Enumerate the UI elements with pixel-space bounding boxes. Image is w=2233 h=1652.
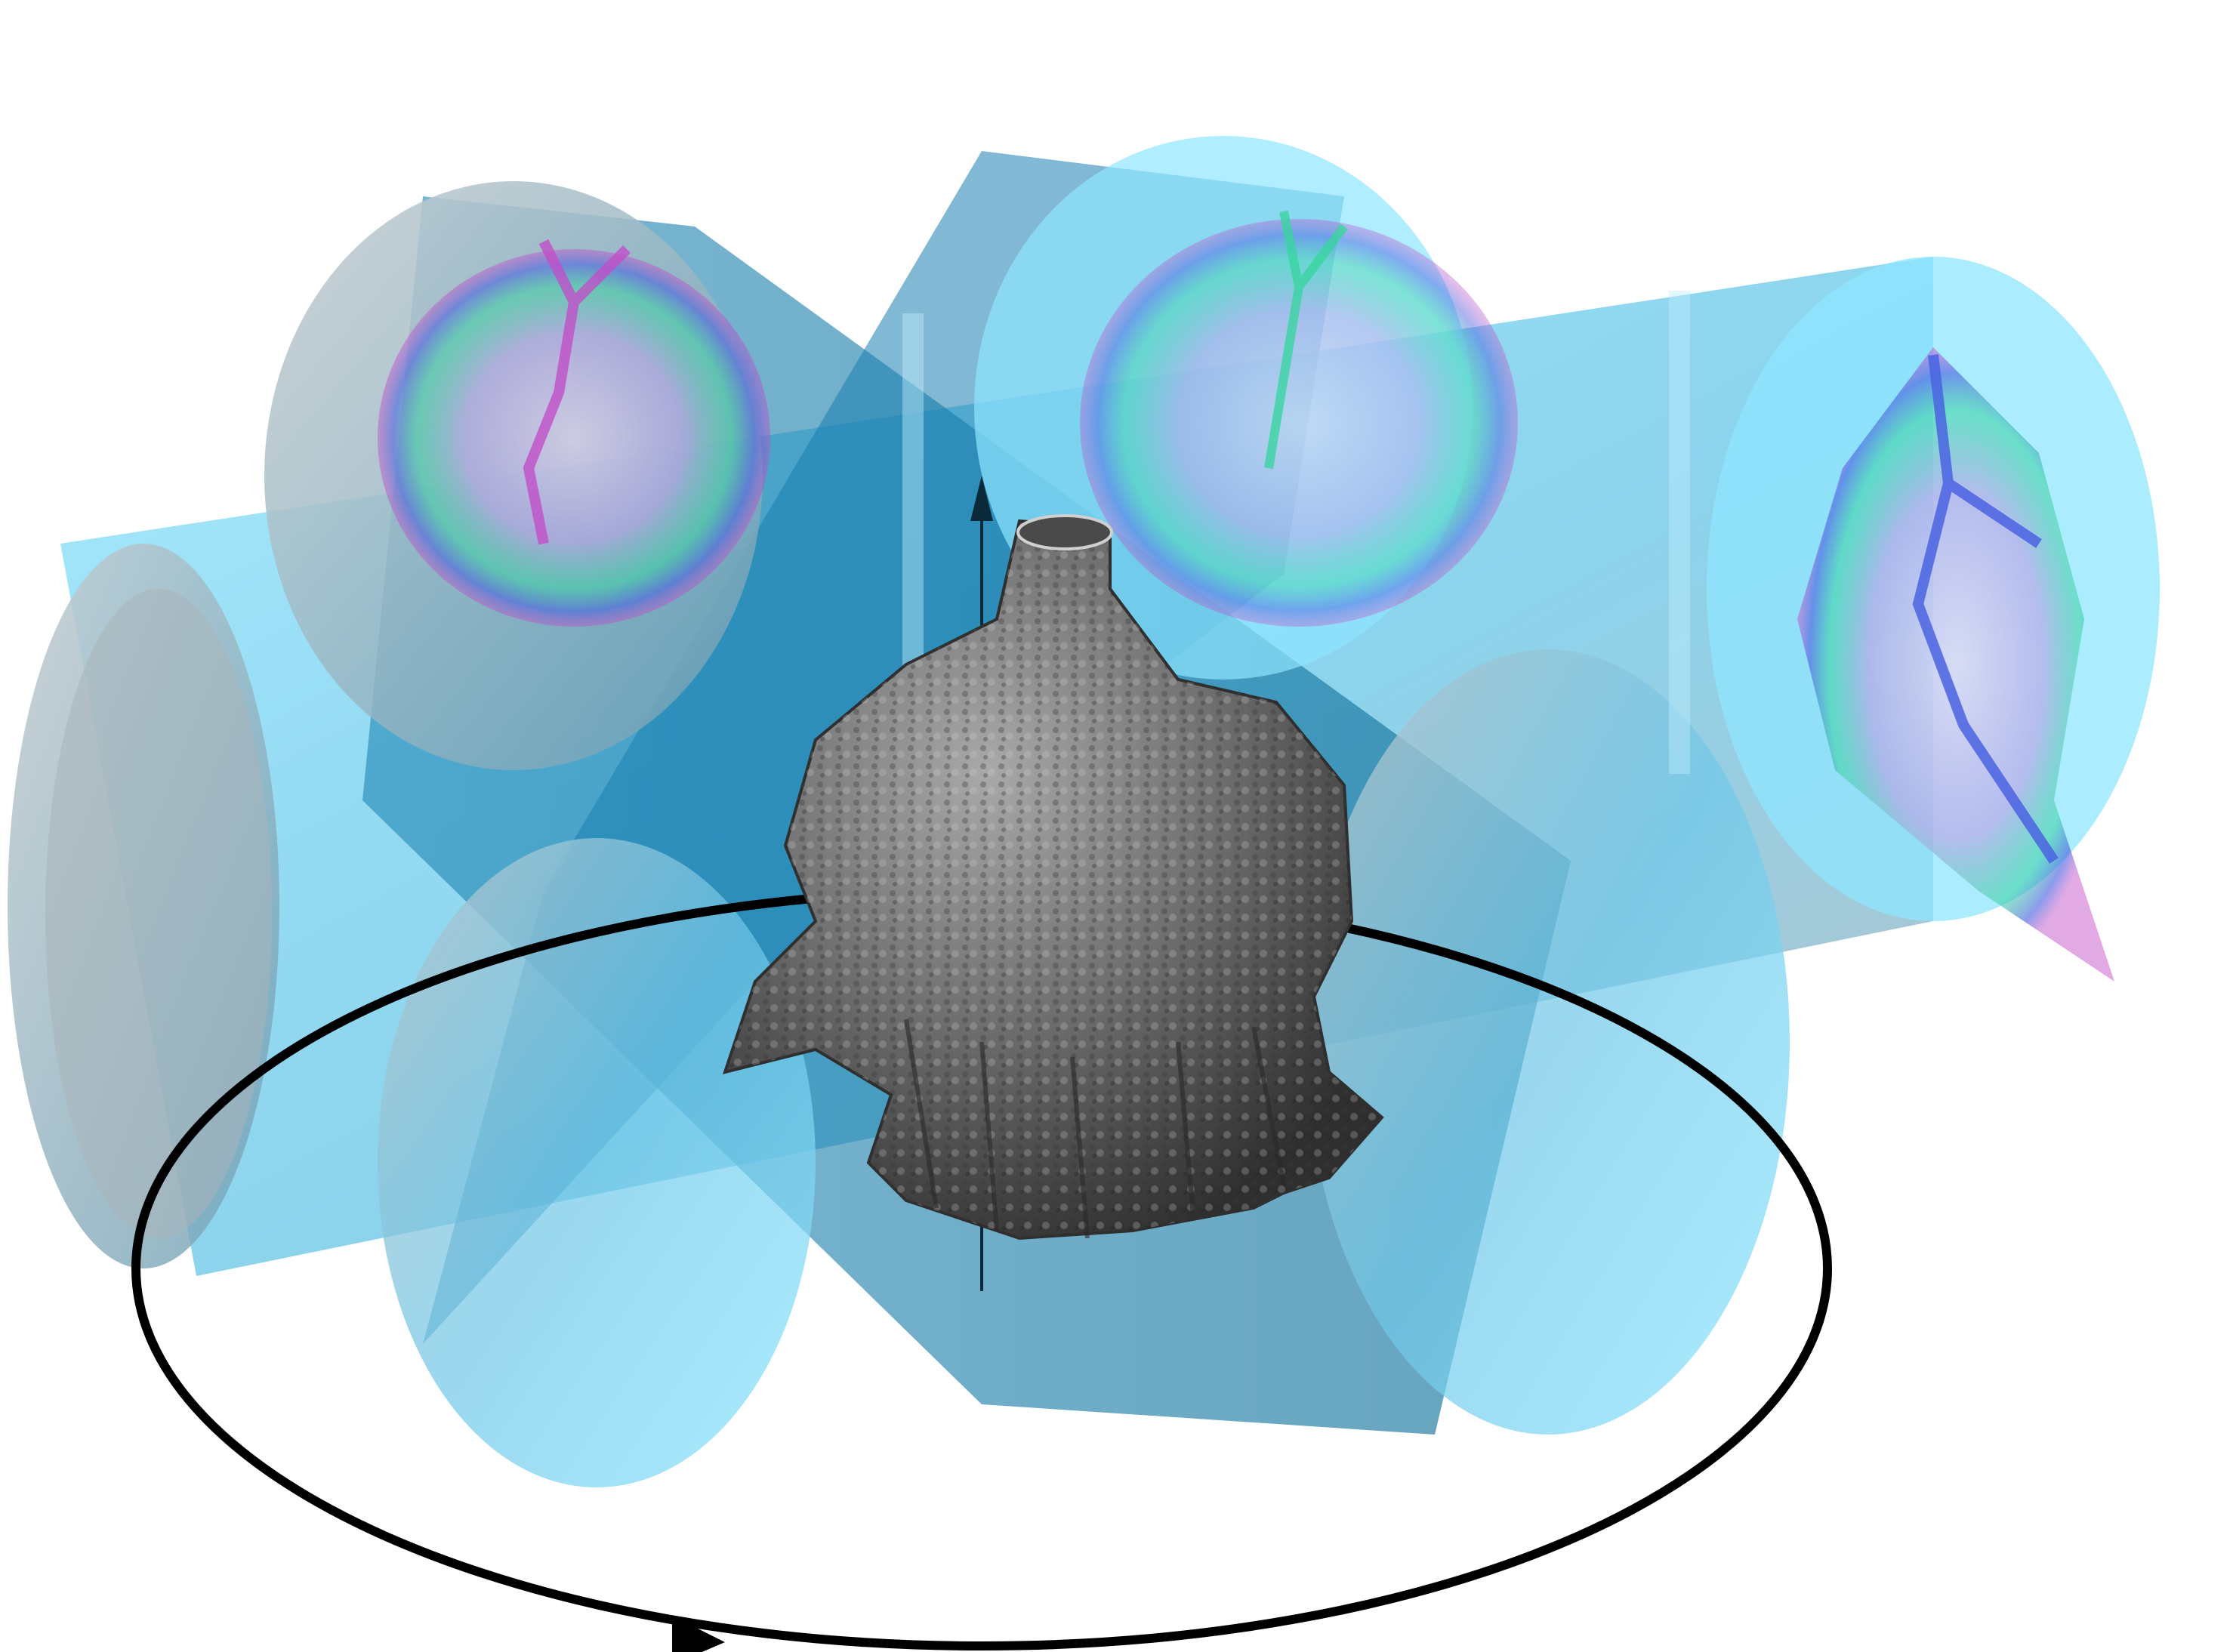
cross-section-slice-left [378,249,770,627]
arrow-head-icon [672,1616,725,1652]
slice-cap-left [264,181,770,770]
bottom-right-cylinder-cap [1306,649,1790,1435]
arrow-up-icon [970,476,993,521]
cross-section-slice-middle [1080,219,1518,627]
scanned-specimen [722,514,1384,1241]
slice-cap-right [1707,257,2160,982]
bottom-left-cylinder-cap [378,838,816,1487]
specimen-opening [1016,514,1113,550]
